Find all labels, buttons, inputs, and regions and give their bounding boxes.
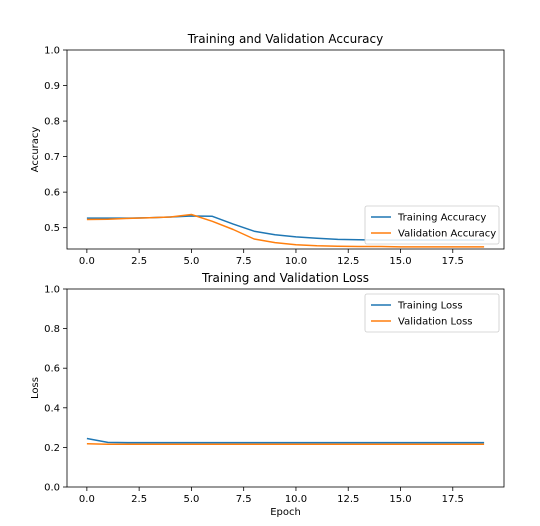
x-tick-label: 7.5 <box>236 256 252 267</box>
legend: Training Loss Validation Loss <box>364 293 500 333</box>
legend-label: Validation Accuracy <box>398 229 496 240</box>
y-tick-label: 0.8 <box>44 117 60 128</box>
x-tick-label: 5.0 <box>183 256 199 267</box>
x-tick-label: 7.5 <box>236 494 252 505</box>
x-tick-label: 5.0 <box>183 494 199 505</box>
y-tick-label: 0.9 <box>44 81 60 92</box>
y-tick-label: 0.6 <box>44 364 60 375</box>
y-tick-label: 0.5 <box>44 223 60 234</box>
y-tick-label: 0.2 <box>44 443 60 454</box>
plot-frame <box>66 288 505 488</box>
y-tick-label: 0.6 <box>44 188 60 199</box>
chart-2: Training and Validation Loss 0.0 0.2 0.4 0.6… <box>30 271 505 518</box>
x-tick-label: 15.0 <box>389 256 411 267</box>
legend: Training Accuracy Validation Accuracy <box>364 205 500 245</box>
chart-1: Training and Validation Accuracy 0.5 0.6 0.… <box>30 32 505 267</box>
y-tick-label: 1.0 <box>44 46 60 57</box>
y-axis-label: Accuracy <box>30 127 41 173</box>
legend-label: Validation Loss <box>398 317 473 328</box>
x-tick-label: 12.5 <box>337 256 359 267</box>
x-axis-label: Epoch <box>270 507 301 518</box>
x-tick-label: 15.0 <box>389 494 411 505</box>
legend-label: Training Loss <box>397 301 463 312</box>
y-tick-label: 0.4 <box>44 403 60 414</box>
x-tick-label: 10.0 <box>285 256 307 267</box>
chart-title: Training and Validation Loss <box>201 271 369 285</box>
x-tick-label: 17.5 <box>442 256 464 267</box>
chart-title: Training and Validation Accuracy <box>187 32 383 46</box>
legend-label: Training Accuracy <box>397 213 486 224</box>
x-tick-label: 10.0 <box>285 494 307 505</box>
x-tick-label: 17.5 <box>442 494 464 505</box>
x-tick-label: 2.5 <box>131 494 147 505</box>
legend-box <box>364 205 500 245</box>
plot-frame <box>66 49 505 250</box>
y-tick-label: 0.8 <box>44 324 60 335</box>
series-line-validation-accuracy <box>86 213 485 248</box>
y-tick-label: 0.7 <box>44 152 60 163</box>
y-axis-label: Loss <box>30 377 41 399</box>
y-tick-label: 0.0 <box>44 483 60 494</box>
legend-box <box>364 293 500 333</box>
x-tick-label: 12.5 <box>337 494 359 505</box>
y-tick-label: 1.0 <box>44 285 60 296</box>
series-line-training-loss <box>86 437 485 444</box>
x-tick-label: 0.0 <box>79 494 95 505</box>
x-tick-label: 2.5 <box>131 256 147 267</box>
x-tick-label: 0.0 <box>79 256 95 267</box>
